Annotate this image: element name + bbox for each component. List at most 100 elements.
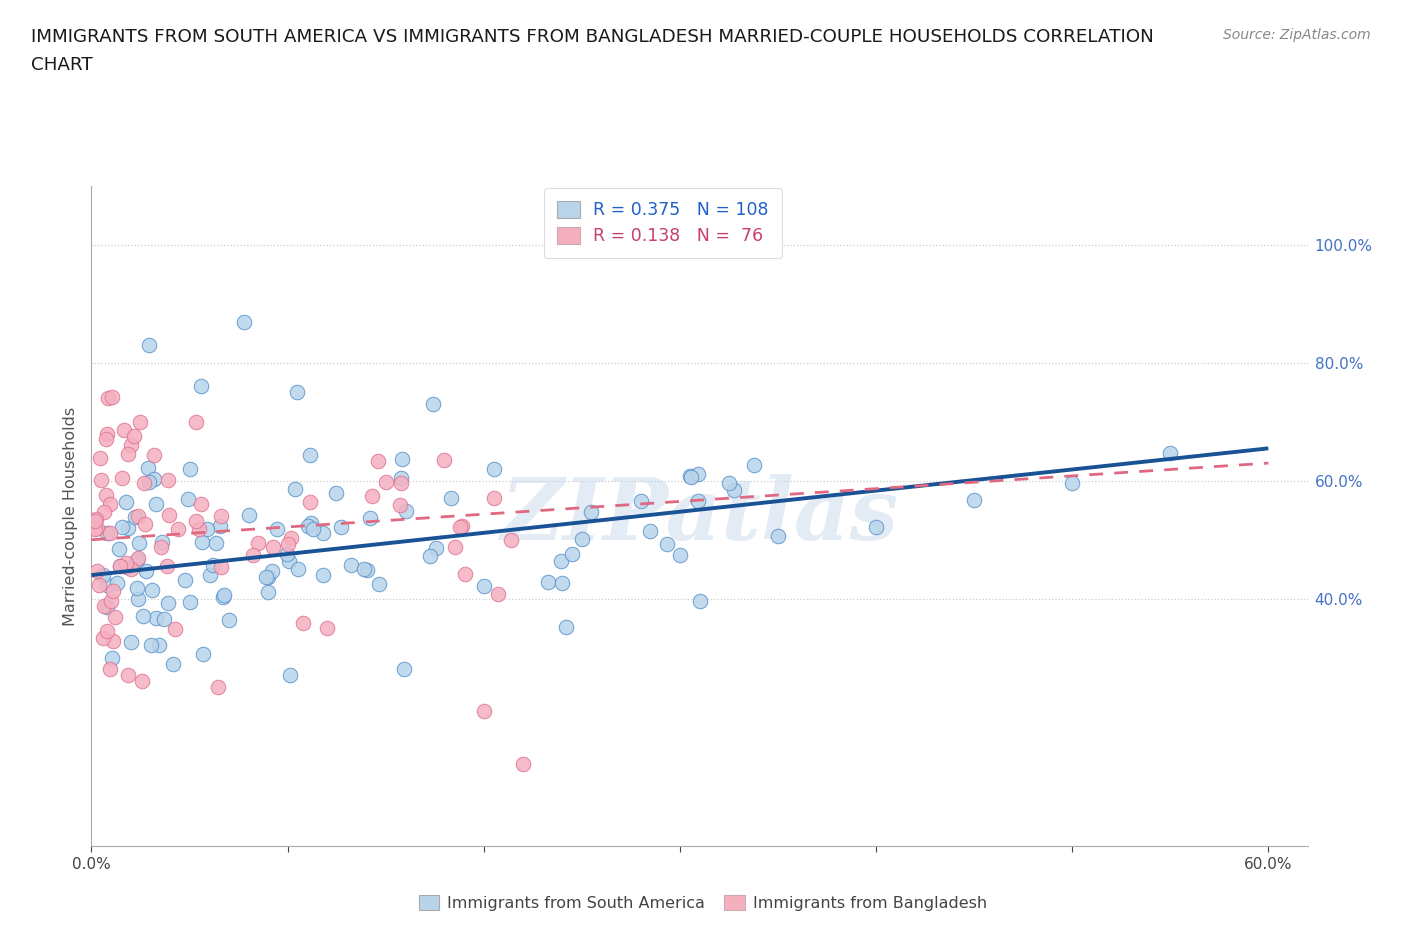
Point — [174, 573, 197, 588]
Point — [280, 531, 302, 546]
Point — [120, 562, 142, 577]
Point — [145, 497, 167, 512]
Point — [115, 559, 138, 574]
Point — [453, 566, 475, 581]
Point — [488, 587, 510, 602]
Point — [353, 561, 375, 576]
Point — [571, 531, 593, 546]
Point — [208, 518, 231, 533]
Point — [184, 415, 207, 430]
Point — [93, 505, 115, 520]
Point — [127, 580, 149, 595]
Point — [238, 507, 260, 522]
Point — [389, 498, 412, 512]
Point — [190, 379, 212, 394]
Point — [360, 488, 382, 503]
Point — [127, 509, 149, 524]
Point — [188, 522, 211, 537]
Point — [262, 563, 284, 578]
Point — [101, 634, 124, 649]
Point — [472, 578, 495, 593]
Point — [655, 537, 678, 551]
Text: IMMIGRANTS FROM SOUTH AMERICA VS IMMIGRANTS FROM BANGLADESH MARRIED-COUPLE HOUSE: IMMIGRANTS FROM SOUTH AMERICA VS IMMIGRA… — [31, 28, 1154, 46]
Point — [96, 426, 118, 441]
Point — [96, 623, 118, 638]
Point — [96, 525, 118, 540]
Point — [104, 610, 127, 625]
Point — [630, 494, 652, 509]
Point — [90, 472, 112, 487]
Point — [209, 508, 232, 523]
Point — [122, 429, 145, 444]
Point — [100, 390, 122, 405]
Point — [150, 535, 173, 550]
Point — [374, 474, 396, 489]
Point — [86, 512, 108, 526]
Text: CHART: CHART — [31, 56, 93, 73]
Point — [141, 582, 163, 597]
Point — [392, 662, 415, 677]
Point — [287, 561, 309, 576]
Point — [247, 536, 270, 551]
Point — [143, 447, 166, 462]
Point — [537, 575, 560, 590]
Point — [115, 555, 138, 570]
Point — [195, 522, 218, 537]
Point — [472, 703, 495, 718]
Point — [209, 559, 232, 574]
Point — [312, 568, 335, 583]
Point — [766, 529, 789, 544]
Point — [132, 608, 155, 623]
Point — [266, 521, 288, 536]
Point — [718, 475, 741, 490]
Point — [155, 558, 177, 573]
Point — [148, 638, 170, 653]
Y-axis label: Married-couple Households: Married-couple Households — [62, 406, 77, 626]
Point — [419, 549, 441, 564]
Point — [114, 494, 136, 509]
Point — [96, 600, 118, 615]
Point — [298, 447, 321, 462]
Point — [112, 422, 135, 437]
Point — [162, 656, 184, 671]
Point — [207, 680, 229, 695]
Point — [242, 548, 264, 563]
Point — [97, 391, 120, 405]
Point — [233, 314, 256, 329]
Point — [425, 540, 447, 555]
Point — [561, 547, 583, 562]
Point — [91, 631, 114, 645]
Point — [298, 495, 321, 510]
Point — [284, 482, 307, 497]
Point — [105, 576, 128, 591]
Point — [254, 569, 277, 584]
Point — [262, 539, 284, 554]
Point — [108, 559, 131, 574]
Point — [723, 482, 745, 497]
Point — [135, 564, 157, 578]
Point — [198, 568, 221, 583]
Point — [482, 461, 505, 476]
Point — [86, 521, 108, 536]
Point — [482, 490, 505, 505]
Point — [110, 559, 132, 574]
Point — [689, 594, 711, 609]
Point — [439, 491, 461, 506]
Text: ZIPatlas: ZIPatlas — [501, 474, 898, 558]
Point — [340, 558, 363, 573]
Point — [212, 590, 235, 604]
Point — [110, 470, 132, 485]
Point — [742, 458, 765, 472]
Point — [865, 520, 887, 535]
Point — [101, 650, 124, 665]
Point — [100, 661, 122, 676]
Point — [278, 553, 301, 568]
Point — [100, 593, 122, 608]
Point — [276, 547, 298, 562]
Point — [579, 504, 602, 519]
Point — [450, 518, 472, 533]
Point — [150, 539, 173, 554]
Point — [117, 446, 139, 461]
Point — [84, 521, 107, 536]
Point — [292, 616, 315, 631]
